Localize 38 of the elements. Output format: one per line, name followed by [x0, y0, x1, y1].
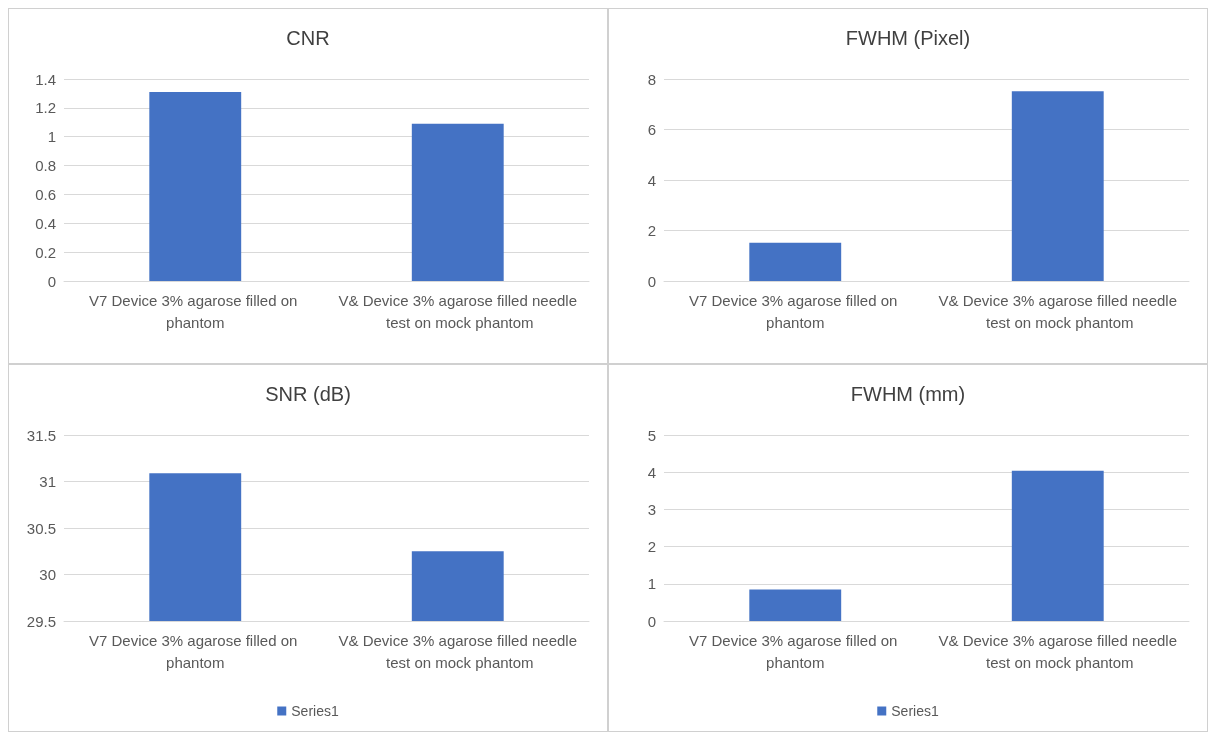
y-tick-label: 5 [647, 426, 656, 444]
y-tick-label: 0.4 [35, 214, 56, 232]
chart-title: FWHM (Pixel) [845, 27, 971, 49]
y-tick-label: 3 [647, 500, 656, 518]
y-tick-label: 29.5 [26, 612, 56, 630]
y-tick-label: 6 [647, 121, 656, 138]
y-tick-label: 2 [647, 538, 656, 556]
y-tick-label: 0 [647, 272, 656, 290]
y-tick-label: 0.8 [35, 157, 56, 175]
legend-label: Series1 [291, 703, 339, 719]
chart-title: SNR (dB) [265, 383, 351, 405]
x-tick-label: V& Device 3% agarose filled needle test on mock phantom [938, 291, 1177, 331]
y-tick-label: 30 [39, 566, 56, 583]
y-tick-label: 0 [647, 612, 656, 630]
chart-title: FWHM (mm) [850, 383, 966, 405]
y-tick-label: 1.4 [35, 70, 56, 88]
y-tick-label: 1.2 [35, 99, 56, 117]
x-tick-label: V& Device 3% agarose filled needle test on mock phantom [338, 631, 577, 671]
y-tick-label: 8 [647, 70, 656, 88]
y-tick-label: 1 [47, 128, 56, 146]
x-tick-label: V7 Device 3% agarose filled on phantom [88, 291, 302, 331]
x-tick-label: V7 Device 3% agarose filled on phantom [688, 631, 902, 671]
y-tick-label: 4 [647, 171, 656, 189]
y-tick-label: 4 [647, 463, 656, 481]
y-tick-label: 0 [47, 272, 56, 290]
y-tick-label: 31 [39, 473, 56, 490]
chart-title: CNR [286, 27, 330, 49]
y-tick-label: 31.5 [26, 426, 56, 444]
x-tick-label: V& Device 3% agarose filled needle test on mock phantom [938, 631, 1177, 671]
y-tick-label: 30.5 [26, 519, 56, 537]
y-tick-label: 1 [647, 575, 656, 593]
legend-label: Series1 [891, 703, 939, 719]
y-tick-label: 0.2 [35, 243, 56, 261]
y-tick-label: 2 [647, 222, 656, 239]
y-tick-label: 0.6 [35, 185, 56, 203]
x-tick-label: V& Device 3% agarose filled needle test on mock phantom [338, 291, 577, 331]
x-tick-label: V7 Device 3% agarose filled on phantom [88, 631, 302, 671]
x-tick-label: V7 Device 3% agarose filled on phantom [688, 291, 902, 331]
